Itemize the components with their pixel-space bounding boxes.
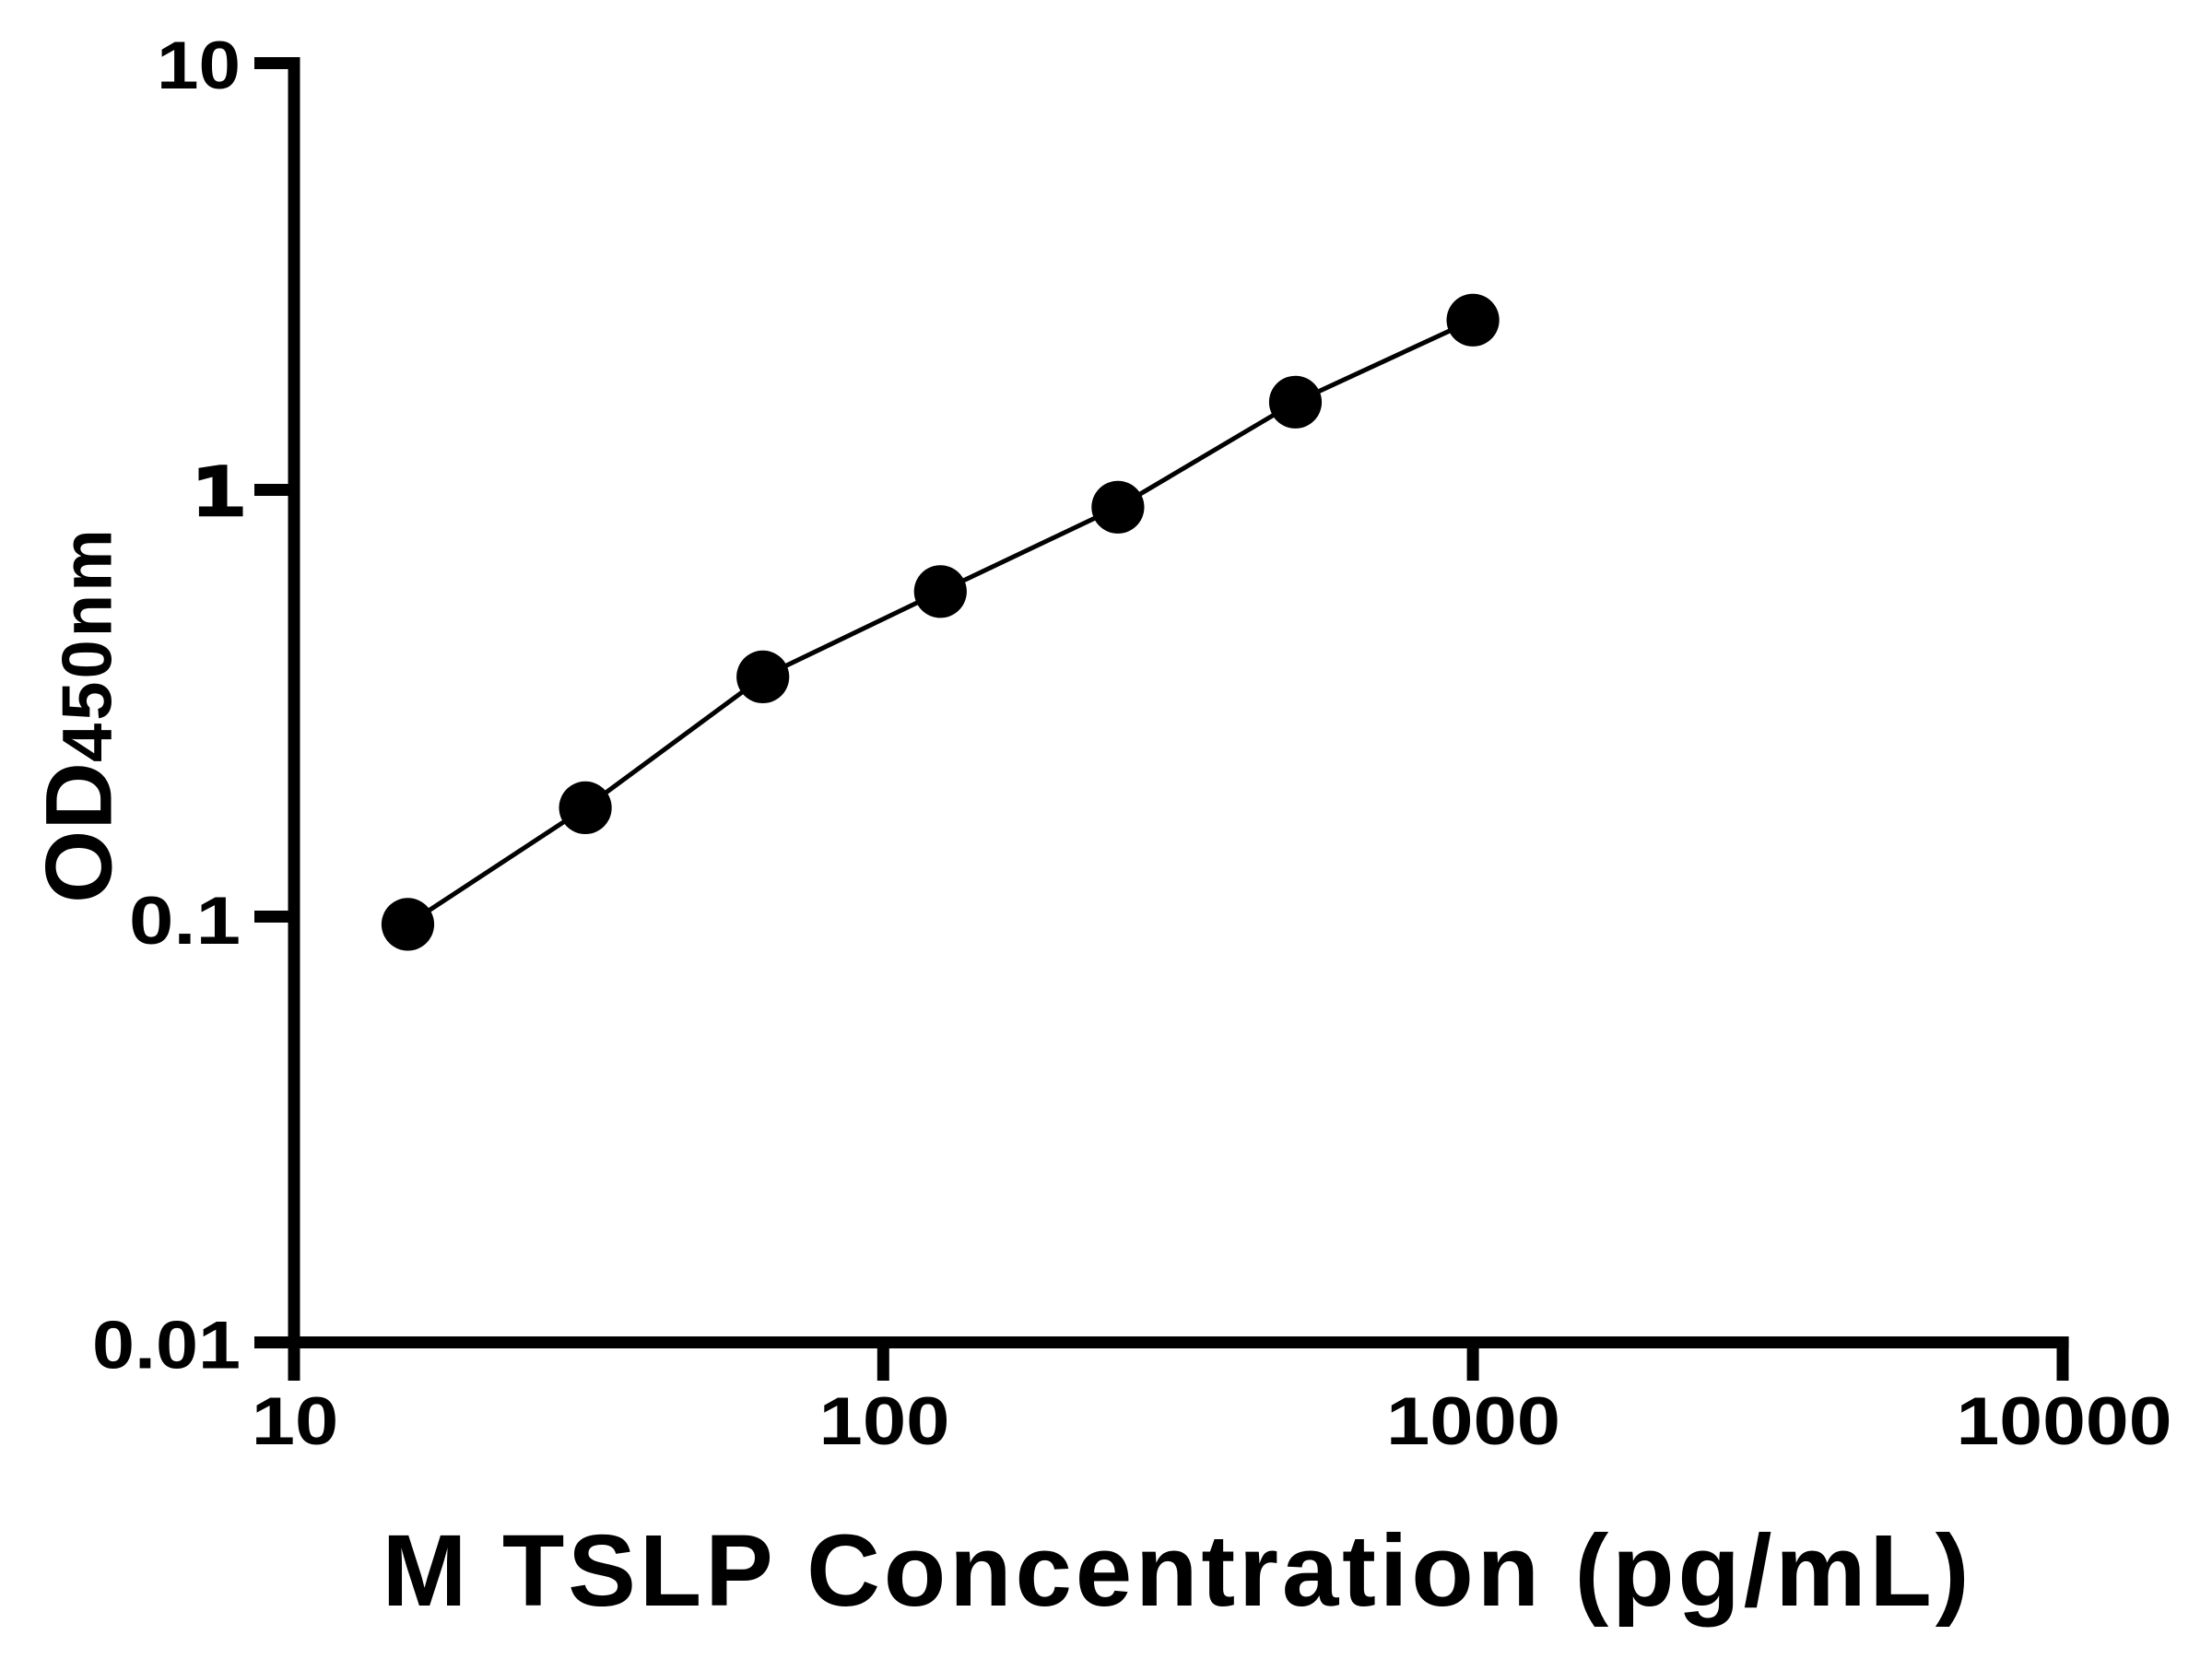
svg-text:0.1: 0.1	[129, 883, 241, 959]
svg-text:1000: 1000	[1386, 1383, 1560, 1459]
svg-text:10: 10	[252, 1383, 339, 1459]
svg-text:10: 10	[157, 28, 241, 103]
svg-text:0.01: 0.01	[92, 1308, 241, 1383]
svg-text:10000: 10000	[1957, 1383, 2172, 1459]
svg-text:M TSLP Concentration (pg/mL): M TSLP Concentration (pg/mL)	[382, 1514, 1970, 1628]
svg-text:OD450nm: OD450nm	[27, 526, 132, 903]
svg-text:100: 100	[819, 1383, 950, 1459]
